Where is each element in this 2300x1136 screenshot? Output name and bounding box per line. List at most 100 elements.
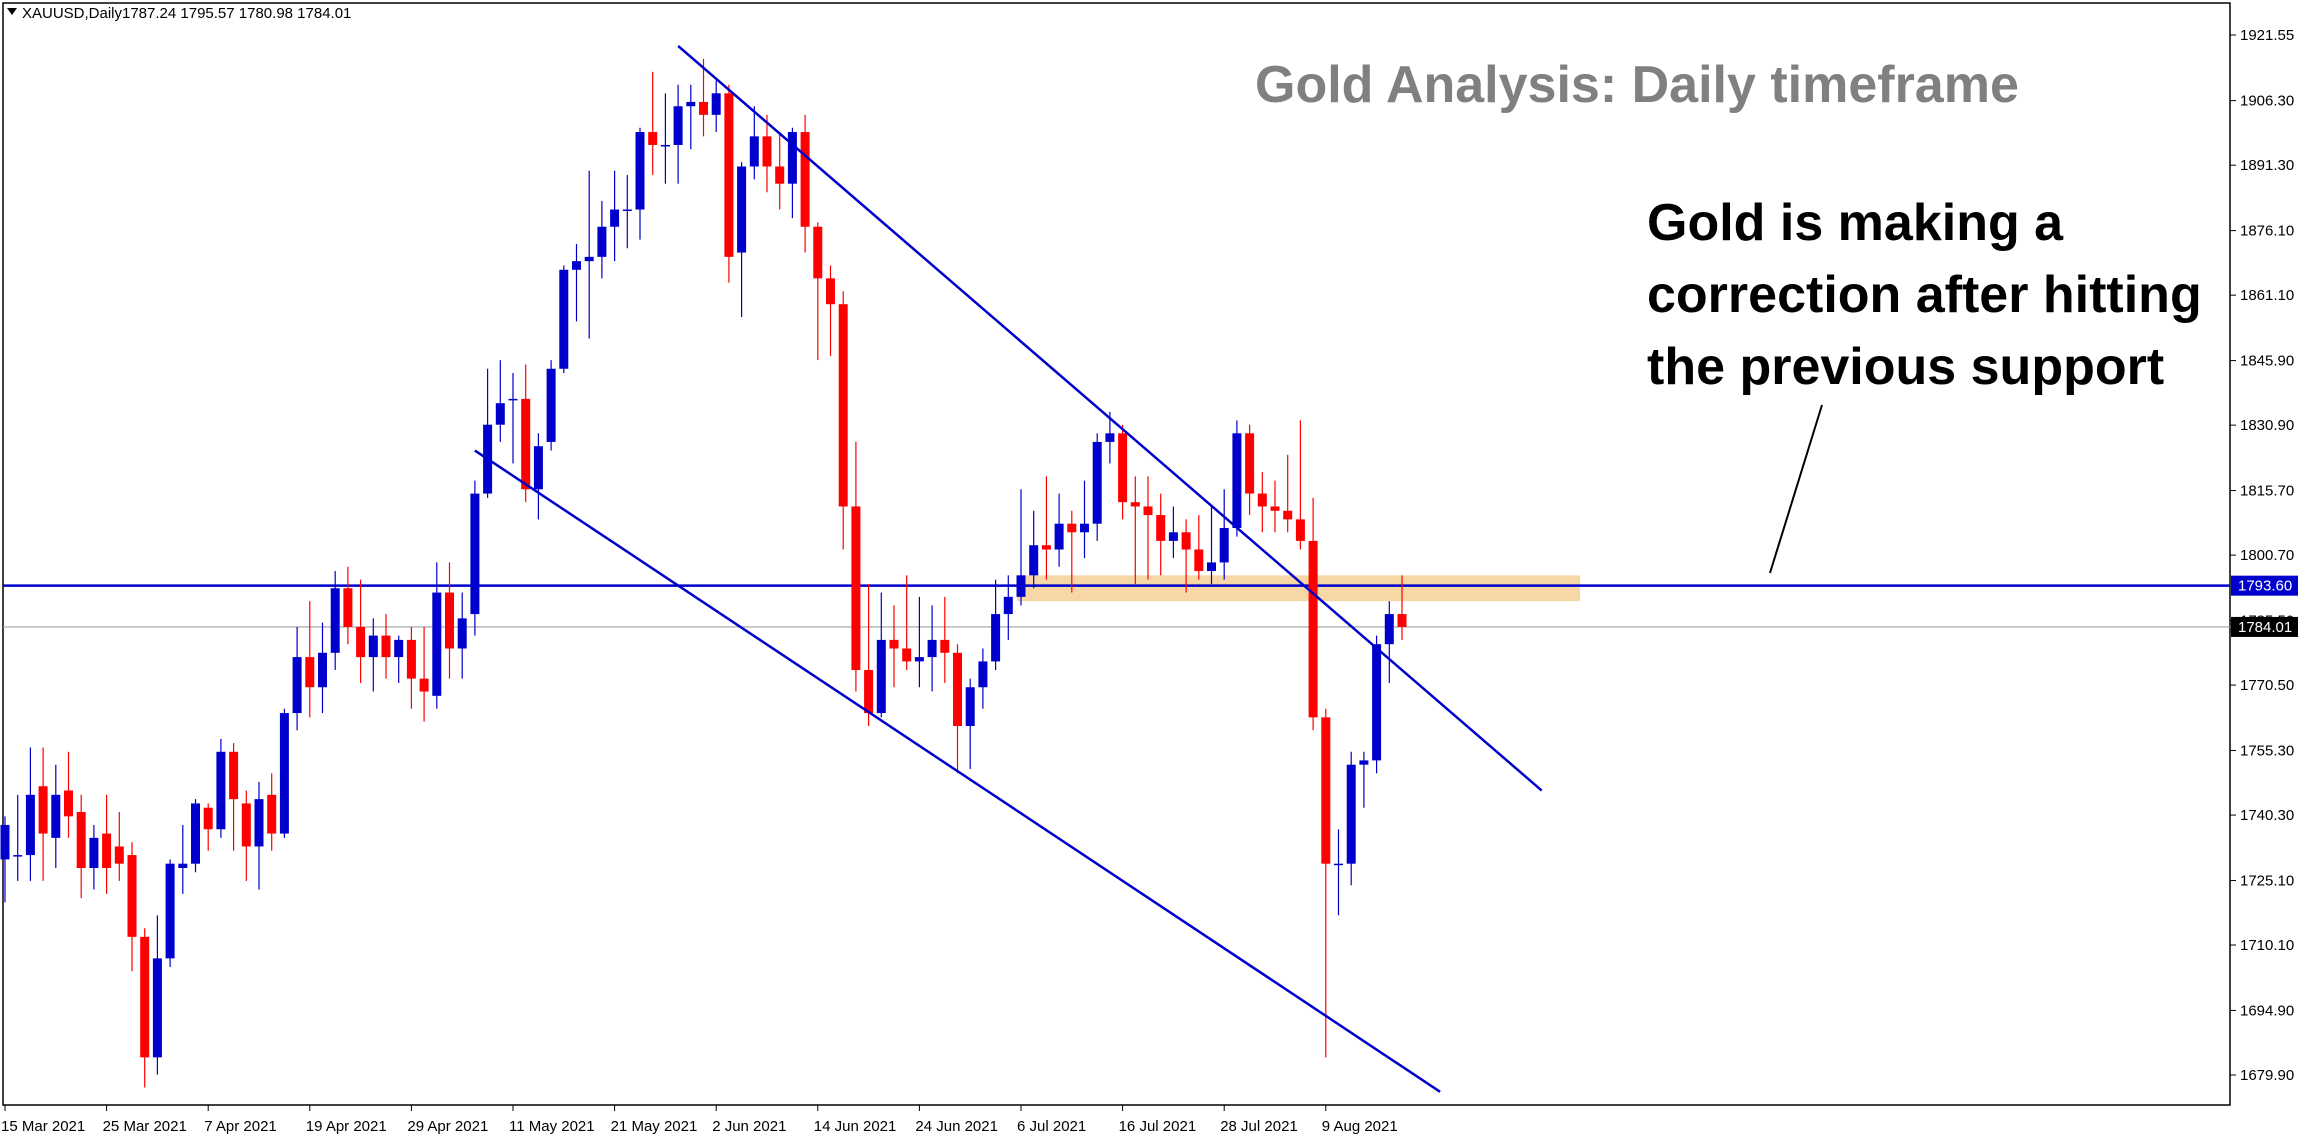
- y-tick-label: 1845.90: [2240, 353, 2294, 370]
- candle-body: [1003, 596, 1013, 615]
- candle-body: [445, 592, 454, 649]
- candle: [1384, 601, 1394, 683]
- candle: [851, 441, 861, 692]
- x-tick-label: 28 Jul 2021: [1220, 1118, 1298, 1135]
- collapse-triangle-icon[interactable]: [7, 8, 17, 15]
- horizontal-levels: [3, 584, 2230, 628]
- candle: [216, 738, 226, 838]
- candle-body: [305, 657, 315, 688]
- candle-body: [140, 936, 150, 1058]
- candle: [25, 747, 35, 881]
- candle: [762, 114, 772, 193]
- candle: [572, 243, 581, 322]
- candle: [864, 583, 874, 726]
- candle-body: [89, 837, 99, 868]
- candle: [1257, 472, 1267, 533]
- candle-body: [1041, 545, 1051, 550]
- x-tick-label: 2 Jun 2021: [712, 1118, 786, 1135]
- candle-body: [64, 790, 73, 817]
- y-tick-label: 1800.70: [2240, 547, 2294, 564]
- candle-body: [330, 588, 340, 653]
- candle-body: [495, 403, 505, 425]
- candle: [254, 781, 264, 890]
- candle: [445, 562, 454, 679]
- candle-body: [724, 93, 734, 257]
- trendline-upper[interactable]: [677, 45, 1543, 792]
- candle: [965, 678, 975, 770]
- candle-body: [559, 269, 569, 369]
- candle-body: [673, 106, 683, 145]
- candle: [902, 575, 912, 671]
- candle: [495, 360, 505, 442]
- candle: [597, 200, 607, 279]
- candle: [394, 635, 404, 683]
- candle: [1143, 476, 1153, 580]
- candle: [318, 622, 327, 714]
- candle: [102, 794, 112, 894]
- candle-body: [292, 657, 302, 714]
- y-tick-label: 1921.55: [2240, 27, 2294, 44]
- trendline-lower[interactable]: [474, 449, 1441, 1093]
- candle: [1016, 489, 1026, 606]
- candle-body: [914, 657, 924, 662]
- candle: [1194, 515, 1204, 580]
- candle: [38, 747, 48, 881]
- y-tick-label: 1755.30: [2240, 742, 2294, 759]
- candle-body: [1016, 575, 1026, 597]
- candle-body: [38, 786, 48, 834]
- candle: [241, 790, 251, 881]
- candle: [1003, 575, 1013, 640]
- note-line-3: the previous support: [1647, 338, 2164, 396]
- candle-body: [127, 855, 137, 937]
- candle: [1295, 420, 1305, 550]
- candle: [800, 114, 810, 253]
- candle: [381, 614, 391, 679]
- candle: [889, 605, 899, 688]
- y-tick-label: 1740.30: [2240, 807, 2294, 824]
- candle: [368, 618, 378, 692]
- candle-body: [991, 614, 1001, 662]
- candle-body: [648, 132, 658, 145]
- candle: [953, 644, 962, 774]
- x-tick-label: 15 Mar 2021: [1, 1118, 85, 1135]
- candle-body: [1397, 614, 1407, 627]
- candle-body: [787, 132, 797, 184]
- note-line-2: correction after hitting: [1647, 266, 2202, 324]
- candle-body: [622, 209, 632, 212]
- candle: [0, 816, 10, 903]
- candle: [178, 824, 188, 894]
- candle-body: [1384, 614, 1394, 645]
- candle-body: [1143, 506, 1153, 516]
- candle-body: [1207, 562, 1216, 572]
- x-tick-label: 29 Apr 2021: [407, 1118, 488, 1135]
- candle: [1156, 493, 1166, 576]
- candle-body: [1156, 515, 1166, 541]
- candle: [1334, 829, 1343, 916]
- candle-body: [470, 493, 480, 615]
- candle: [89, 824, 99, 890]
- candle: [838, 291, 848, 550]
- candle: [127, 842, 137, 972]
- candle-body: [521, 398, 531, 490]
- candle-body: [940, 639, 950, 653]
- candles: [0, 58, 1407, 1088]
- candle-body: [178, 863, 188, 868]
- candle-body: [1308, 540, 1318, 718]
- candle: [140, 928, 150, 1088]
- trendlines: [474, 45, 1543, 1093]
- candle: [876, 592, 886, 718]
- candle-body: [343, 588, 353, 627]
- candle: [1245, 424, 1255, 516]
- candle-body: [1232, 433, 1242, 528]
- candle: [1321, 708, 1331, 1058]
- candle: [1105, 411, 1115, 464]
- x-tick-label: 25 Mar 2021: [103, 1118, 187, 1135]
- candle-body: [254, 799, 264, 847]
- candle-body: [203, 807, 213, 830]
- candle: [1308, 497, 1318, 731]
- candle-body: [165, 863, 175, 959]
- candle: [660, 93, 670, 184]
- candle-body: [419, 678, 429, 692]
- candle: [1029, 510, 1039, 589]
